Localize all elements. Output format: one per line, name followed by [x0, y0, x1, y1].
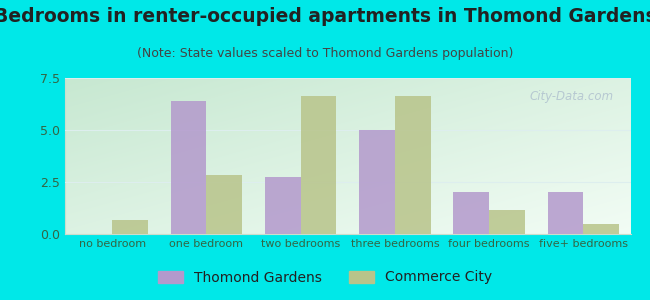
Bar [265, 177, 300, 234]
Bar [547, 192, 583, 234]
Bar [207, 175, 242, 234]
Bar [453, 192, 489, 234]
Bar [359, 130, 395, 234]
Bar [112, 220, 148, 234]
Bar [395, 96, 431, 234]
Legend: Thomond Gardens, Commerce City: Thomond Gardens, Commerce City [152, 265, 498, 290]
Text: (Note: State values scaled to Thomond Gardens population): (Note: State values scaled to Thomond Ga… [136, 46, 514, 59]
Bar [300, 96, 337, 234]
Bar [584, 224, 619, 234]
Bar [489, 210, 525, 234]
Text: City-Data.com: City-Data.com [529, 91, 614, 103]
Bar [170, 101, 207, 234]
Text: Bedrooms in renter-occupied apartments in Thomond Gardens: Bedrooms in renter-occupied apartments i… [0, 8, 650, 26]
